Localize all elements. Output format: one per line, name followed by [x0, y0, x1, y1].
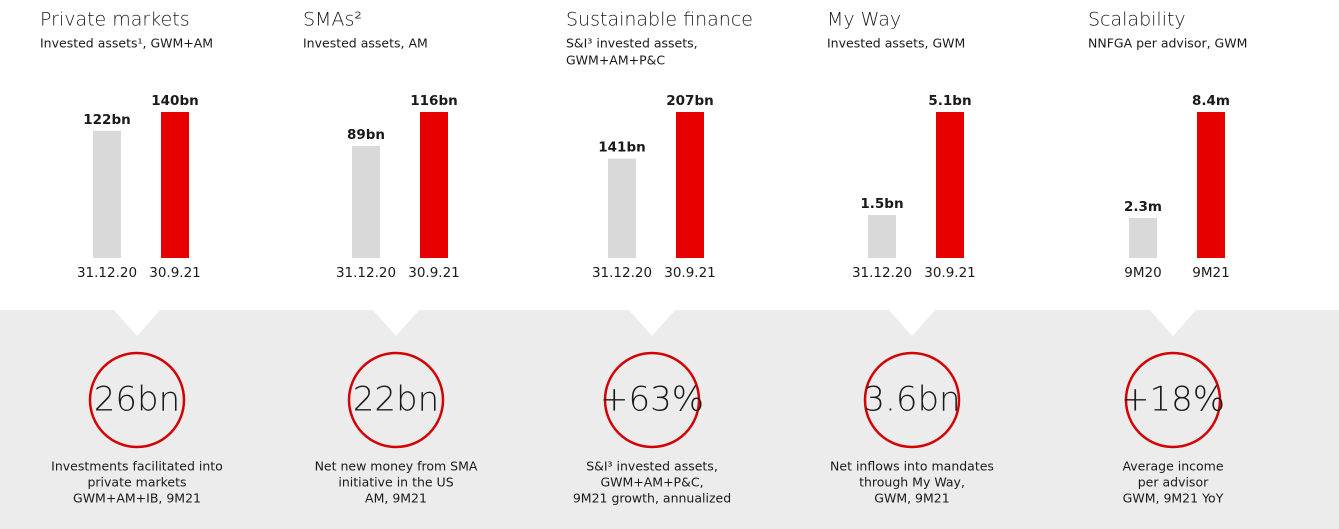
- value-label: 116bn: [410, 93, 457, 109]
- highlight-panel: [0, 310, 1339, 529]
- value-label: 122bn: [83, 112, 130, 128]
- highlight-caption: AM, 9M21: [365, 491, 427, 506]
- highlight-caption: Average income: [1122, 459, 1223, 474]
- highlight-value: 22bn: [353, 380, 439, 420]
- highlight-caption: S&I³ invested assets,: [586, 459, 718, 474]
- highlight-value: +63%: [600, 380, 704, 420]
- bar: [936, 112, 964, 258]
- x-tick-label: 30.9.21: [924, 265, 976, 281]
- value-label: 2.3m: [1124, 199, 1162, 215]
- value-label: 207bn: [666, 93, 713, 109]
- value-label: 141bn: [598, 140, 645, 156]
- highlight-ring: [603, 351, 701, 449]
- panel-notch: [888, 309, 936, 336]
- chart-title: Sustainable finance: [566, 9, 753, 31]
- highlight-caption: Net new money from SMA: [315, 459, 478, 474]
- highlight-caption: private markets: [87, 475, 186, 490]
- value-label: 8.4m: [1192, 93, 1230, 109]
- bar: [608, 158, 636, 258]
- highlight-caption: 9M21 growth, annualized: [573, 491, 731, 506]
- chart-title: My Way: [827, 9, 901, 31]
- highlight-value: +18%: [1121, 380, 1225, 420]
- chart-subtitle: NNFGA per advisor, GWM: [1088, 36, 1247, 51]
- value-label: 1.5bn: [860, 196, 903, 212]
- highlight-caption: GWM+AM+P&C,: [600, 475, 703, 490]
- chart-title: SMAs²: [303, 9, 362, 31]
- bar: [93, 130, 121, 258]
- highlight-value: 3.6bn: [863, 380, 960, 420]
- highlight-ring: [863, 351, 961, 449]
- chart-subtitle: Invested assets, AM: [303, 36, 428, 51]
- x-tick-label: 31.12.20: [852, 265, 912, 281]
- chart-title: Scalability: [1088, 9, 1186, 31]
- highlight-caption: GWM, 9M21: [874, 491, 949, 506]
- bar: [1197, 112, 1225, 258]
- chart-title: Private markets: [40, 9, 190, 31]
- highlight-ring: [347, 351, 445, 449]
- x-tick-label: 30.9.21: [664, 265, 716, 281]
- highlight-caption: through My Way,: [859, 475, 965, 490]
- chart-subtitle: GWM+AM+P&C: [566, 53, 665, 68]
- highlight-value: 26bn: [94, 380, 180, 420]
- x-tick-label: 30.9.21: [408, 265, 460, 281]
- highlight-caption: Net inflows into mandates: [830, 459, 994, 474]
- chart-subtitle: S&I³ invested assets,: [566, 36, 698, 51]
- chart-subtitle: Invested assets, GWM: [827, 36, 965, 51]
- bar: [1129, 218, 1157, 258]
- bar: [161, 112, 189, 258]
- value-label: 140bn: [151, 93, 198, 109]
- panel-notch: [1149, 309, 1197, 336]
- bar: [868, 215, 896, 258]
- bar: [676, 112, 704, 258]
- panel-notch: [113, 309, 161, 336]
- highlight-caption: initiative in the US: [338, 475, 453, 490]
- value-label: 5.1bn: [928, 93, 971, 109]
- highlight-caption: Investments facilitated into: [51, 459, 223, 474]
- highlight-ring: [1124, 351, 1222, 449]
- value-label: 89bn: [347, 127, 385, 143]
- x-tick-label: 9M21: [1192, 265, 1229, 281]
- highlight-caption: per advisor: [1138, 475, 1209, 490]
- x-tick-label: 9M20: [1124, 265, 1161, 281]
- chart-subtitle: Invested assets¹, GWM+AM: [40, 36, 213, 51]
- panel-notch: [628, 309, 676, 336]
- highlight-ring: [88, 351, 186, 449]
- x-tick-label: 31.12.20: [336, 265, 396, 281]
- highlight-caption: GWM+AM+IB, 9M21: [73, 491, 201, 506]
- highlight-caption: GWM, 9M21 YoY: [1123, 491, 1224, 506]
- panel-notch: [372, 309, 420, 336]
- bar: [352, 145, 380, 258]
- bar: [420, 112, 448, 258]
- x-tick-label: 31.12.20: [592, 265, 652, 281]
- x-tick-label: 30.9.21: [149, 265, 201, 281]
- x-tick-label: 31.12.20: [77, 265, 137, 281]
